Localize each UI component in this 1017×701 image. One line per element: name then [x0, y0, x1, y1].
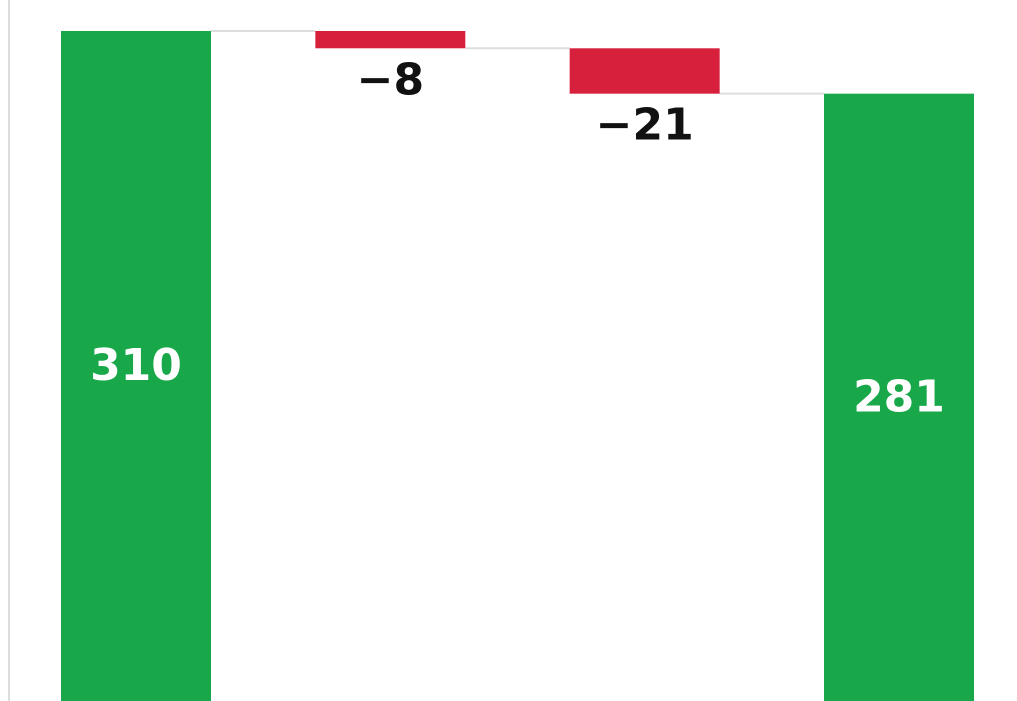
data-label: 281 [853, 371, 945, 422]
bar-decrease [569, 48, 720, 94]
bar-total [61, 31, 211, 701]
bar-total [823, 93, 974, 701]
data-label: −21 [596, 100, 694, 151]
bar-decrease [315, 31, 466, 49]
data-labels: 310 −8 −21 281 [90, 54, 945, 422]
connector-lines [211, 30, 824, 95]
data-label: −8 [357, 54, 424, 105]
bars [61, 31, 974, 701]
data-label: 310 [90, 340, 182, 391]
